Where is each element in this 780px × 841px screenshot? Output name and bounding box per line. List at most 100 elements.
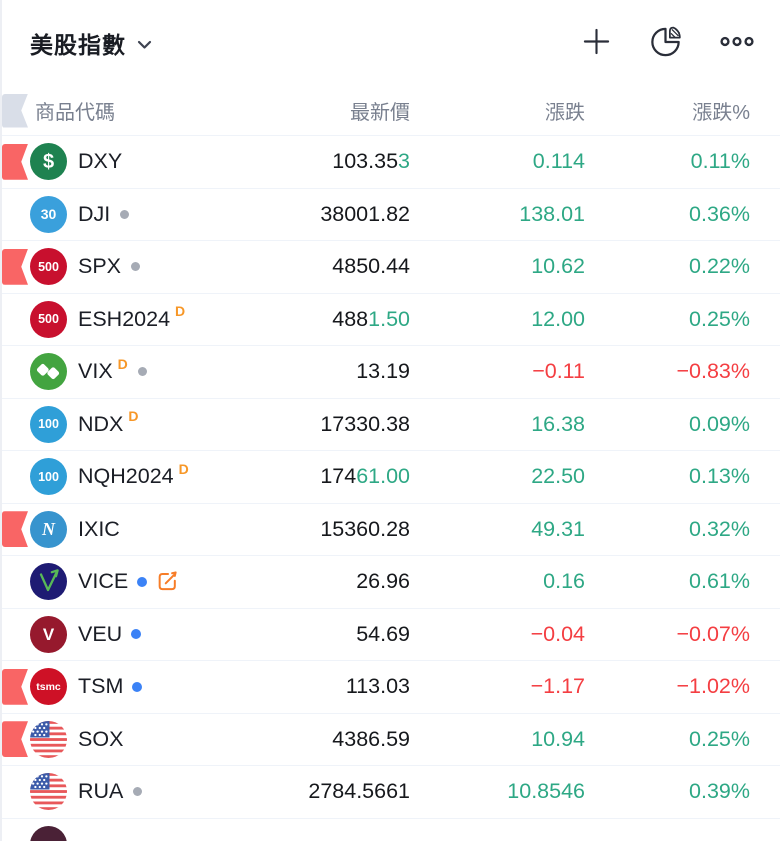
change-percent-value: 0.09% [689, 411, 750, 436]
table-row[interactable]: 100 NQH2024 D 17461.00 22.50 0.13% [0, 451, 780, 504]
table-row[interactable]: SOX 4386.59 10.94 0.25% [0, 714, 780, 766]
symbol-cell: 100 NDX D [0, 405, 235, 443]
symbol-name: VEU [78, 621, 123, 646]
table-row[interactable]: VIX D 13.19 −0.11 −0.83% [0, 346, 780, 399]
change-value: −0.04 [530, 621, 585, 646]
table-row[interactable]: RUA 2784.5661 10.8546 0.39% [0, 766, 780, 819]
table-row[interactable]: 100 NDX D 17330.38 16.38 0.09% [0, 399, 780, 451]
column-symbol[interactable]: 商品代碼 [35, 102, 115, 124]
symbol-badge-icon: 500 [30, 300, 67, 338]
change-value: −0.11 [532, 359, 585, 384]
symbol-badge-icon [30, 773, 67, 811]
last-price: 15360.28 [320, 516, 410, 541]
symbol-name: VICE [78, 569, 129, 594]
last-price: 103.353 [332, 149, 410, 174]
table-row[interactable]: 500 SPX 4850.44 10.62 0.22% [0, 241, 780, 294]
pin-flag-icon [2, 511, 28, 548]
pin-flag-icon [2, 668, 28, 705]
symbol-name: ESH2024 [78, 306, 171, 331]
table-row[interactable] [0, 819, 780, 841]
toolbar [582, 23, 754, 63]
pin-flag-icon [2, 248, 28, 285]
last-price: 17330.38 [320, 411, 410, 436]
symbol-badge-icon: 30 [30, 195, 67, 233]
table-row[interactable]: VICE 26.96 0.16 0.61% [0, 556, 780, 609]
column-change-percent[interactable]: 漲跌% [692, 102, 750, 124]
symbol-badge-icon: 500 [30, 248, 67, 286]
symbol-badge-icon [30, 563, 67, 601]
watchlist-table-body: $ DXY 103.353 0.114 0.11% 30 DJI 38001.8… [0, 136, 780, 841]
symbol-cell: 100 NQH2024 D [0, 458, 235, 496]
symbol-badge-icon: 100 [30, 458, 67, 496]
change-value: −1.17 [530, 674, 585, 699]
change-percent-value: 0.39% [689, 779, 750, 804]
delayed-quote-badge: D [175, 303, 186, 320]
column-change[interactable]: 漲跌 [545, 102, 585, 124]
watchlist-header: 美股指數 [0, 0, 780, 86]
change-percent-value: 0.13% [689, 464, 750, 489]
change-value: 22.50 [531, 464, 585, 489]
change-percent-value: −0.83% [676, 359, 750, 384]
pin-flag-icon [2, 721, 28, 758]
last-price: 17461.00 [320, 464, 410, 489]
last-price: 38001.82 [320, 201, 410, 226]
last-price: 4386.59 [332, 726, 410, 751]
table-row[interactable]: N IXIC 15360.28 49.31 0.32% [0, 504, 780, 556]
symbol-badge-icon [30, 720, 67, 758]
table-row[interactable]: V VEU 54.69 −0.04 −0.07% [0, 609, 780, 661]
last-price: 4881.50 [332, 306, 410, 331]
change-percent-value: 0.61% [689, 569, 750, 594]
table-row[interactable]: 30 DJI 38001.82 138.01 0.36% [0, 189, 780, 241]
edit-note-icon[interactable] [156, 570, 179, 593]
status-dot [132, 681, 143, 692]
symbol-cell: V VEU [0, 615, 235, 653]
symbol-badge-icon: 100 [30, 405, 67, 443]
symbol-cell: VIX D [0, 353, 235, 391]
table-column-header: 商品代碼 最新價 漲跌 漲跌% [0, 86, 780, 136]
delayed-quote-badge: D [178, 460, 189, 477]
watchlist-title: 美股指數 [30, 32, 126, 58]
change-percent-value: 0.22% [689, 254, 750, 279]
watchlist-title-dropdown[interactable]: 美股指數 [30, 26, 152, 60]
symbol-badge-icon [30, 825, 67, 841]
add-symbol-button[interactable] [582, 27, 611, 59]
symbol-name: NQH2024 [78, 464, 174, 489]
symbol-badge-icon: tsmc [30, 668, 67, 706]
delayed-quote-badge: D [128, 408, 139, 425]
change-value: 16.38 [531, 411, 585, 436]
status-dot [120, 209, 130, 219]
symbol-cell: 500 SPX [0, 248, 235, 286]
column-price[interactable]: 最新價 [350, 102, 410, 124]
distribution-chart-button[interactable] [647, 23, 684, 63]
symbol-cell: 500 ESH2024 D [0, 300, 235, 338]
symbol-cell: 30 DJI [0, 195, 235, 233]
symbol-badge-icon [30, 353, 67, 391]
pie-chart-icon [647, 23, 684, 63]
status-dot [131, 629, 142, 640]
change-percent-value: 0.11% [690, 149, 750, 174]
symbol-cell: VICE [0, 563, 235, 601]
symbol-name: RUA [78, 779, 124, 804]
table-row[interactable]: tsmc TSM 113.03 −1.17 −1.02% [0, 661, 780, 714]
change-value: 10.62 [531, 254, 585, 279]
table-row[interactable]: 500 ESH2024 D 4881.50 12.00 0.25% [0, 294, 780, 346]
more-options-button[interactable] [720, 35, 754, 51]
symbol-cell: N IXIC [0, 510, 235, 548]
last-price: 13.19 [356, 359, 410, 384]
symbol-name: VIX [78, 359, 113, 384]
change-percent-value: −1.02% [676, 674, 750, 699]
table-row[interactable]: $ DXY 103.353 0.114 0.11% [0, 136, 780, 189]
symbol-name: DJI [78, 201, 111, 226]
symbol-name: SOX [78, 726, 124, 751]
symbol-cell: tsmc TSM [0, 668, 235, 706]
pin-flag-icon [2, 143, 28, 180]
change-percent-value: 0.25% [689, 726, 750, 751]
change-value: 0.16 [543, 569, 585, 594]
symbol-name: TSM [78, 674, 124, 699]
symbol-cell: $ DXY [0, 143, 235, 181]
symbol-cell [0, 825, 235, 841]
change-percent-value: 0.32% [689, 516, 750, 541]
last-price: 113.03 [345, 674, 410, 699]
last-price: 26.96 [356, 569, 410, 594]
